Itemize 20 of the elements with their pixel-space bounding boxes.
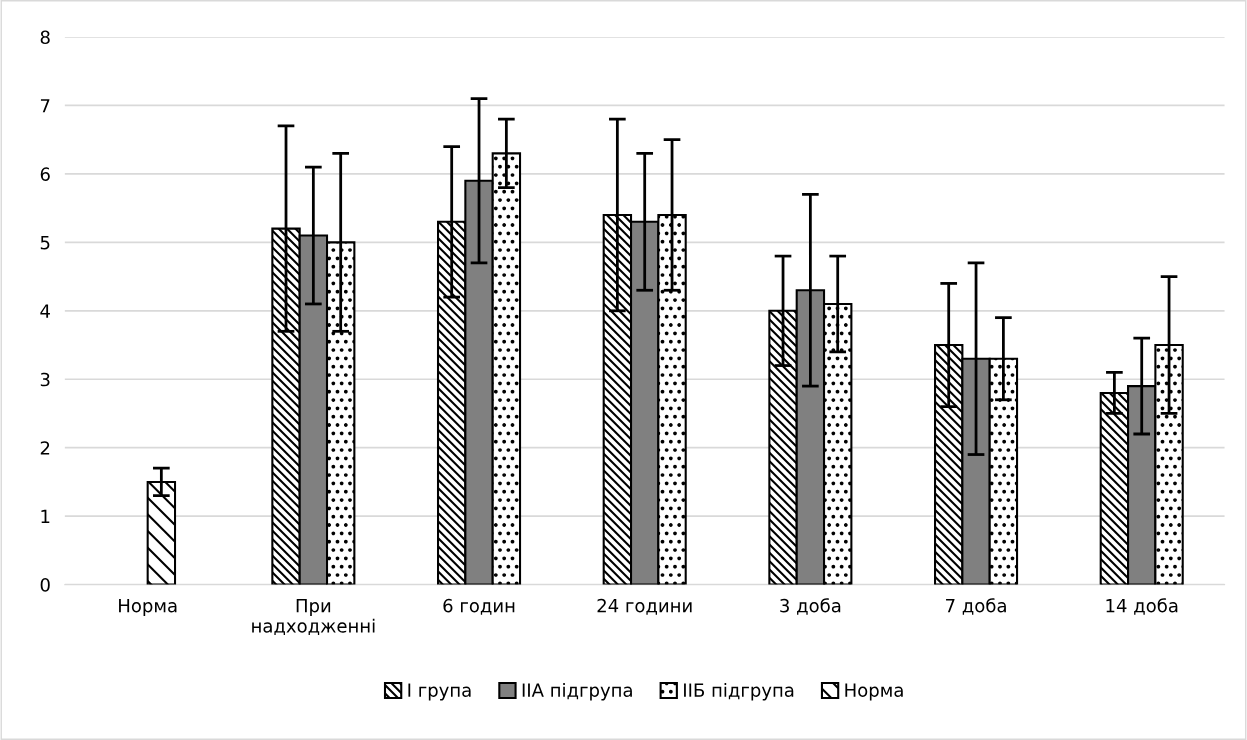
y-tick-label: 5 xyxy=(40,236,50,250)
y-tick-label: 7 xyxy=(40,99,50,113)
x-tick-label: 24 години xyxy=(597,598,692,615)
x-tick-label: Норма xyxy=(119,599,177,616)
x-tick-label: 7 доба xyxy=(946,598,1006,615)
y-tick-label: 0 xyxy=(40,578,50,592)
legend-label: IIA підгрупа xyxy=(522,682,632,701)
legend-label: Норма xyxy=(845,683,903,701)
y-tick-label: 4 xyxy=(40,304,50,318)
x-tick-label: 14 доба xyxy=(1106,598,1178,615)
y-tick-label: 3 xyxy=(40,372,50,387)
x-tick-label: 3 доба xyxy=(780,598,841,615)
legend-label: I група xyxy=(408,683,471,701)
x-tick-label: При надходженні xyxy=(252,599,375,635)
y-tick-label: 2 xyxy=(40,441,50,455)
y-tick-label: 1 xyxy=(41,509,50,524)
legend-label: IIБ підгрупа xyxy=(684,682,794,701)
y-tick-label: 6 xyxy=(40,167,50,182)
x-tick-label: 6 годин xyxy=(443,598,515,615)
y-tick-label: 8 xyxy=(40,30,50,45)
